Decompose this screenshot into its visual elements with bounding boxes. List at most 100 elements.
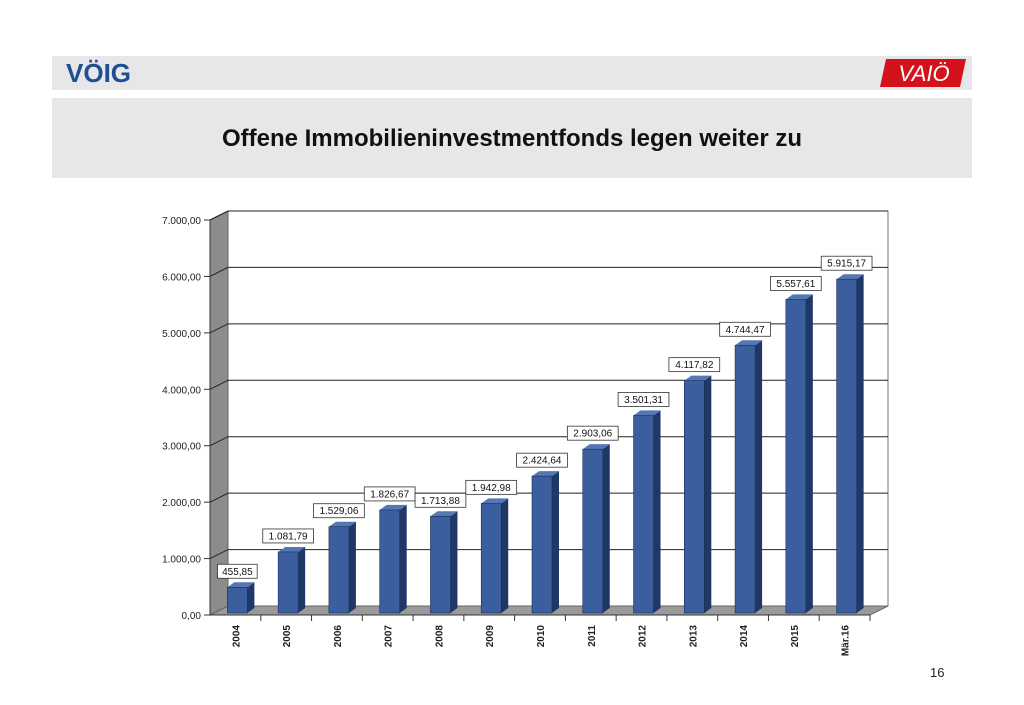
bar-side <box>856 274 864 613</box>
vaioe-logo: VAIÖ <box>880 59 966 87</box>
bar <box>785 294 813 614</box>
gridline <box>209 436 888 447</box>
bar-front <box>582 448 604 614</box>
bar-front <box>379 509 400 614</box>
bar-top <box>278 546 306 552</box>
data-label: 2.903,06 <box>566 425 619 441</box>
data-label-text: 5.557,61 <box>776 279 815 290</box>
bar-front <box>430 515 451 614</box>
bar-front <box>633 415 654 614</box>
bar-front <box>227 586 248 614</box>
bar-side <box>704 375 712 613</box>
bar-top <box>684 375 712 381</box>
bar <box>734 340 763 614</box>
bar-side <box>450 511 458 613</box>
gridline <box>209 492 888 503</box>
data-label-box <box>566 425 619 441</box>
y-tick-label: 2.000,00 <box>162 498 201 509</box>
data-label-text: 2.424,64 <box>523 456 562 467</box>
bar-top <box>836 274 864 280</box>
bar-top <box>430 511 458 517</box>
bar-front <box>480 503 502 614</box>
bar-top <box>735 340 763 346</box>
data-label-box <box>617 392 670 407</box>
bar-top <box>532 471 559 477</box>
bar <box>531 471 559 614</box>
bar <box>582 444 610 614</box>
data-label: 3.501,31 <box>617 392 670 407</box>
bar-top <box>785 294 813 300</box>
bar-top <box>481 498 509 504</box>
page-number: 16 <box>930 665 945 680</box>
data-label-text: 1.081,79 <box>269 531 308 542</box>
y-tick-label: 7.000,00 <box>162 216 201 227</box>
data-label-text: 4.744,47 <box>726 325 765 336</box>
x-tick-label: 2014 <box>739 625 750 648</box>
data-label: 5.557,61 <box>770 275 822 291</box>
data-label: 1.713,88 <box>414 492 467 508</box>
y-tick-label: 1.000,00 <box>162 555 201 566</box>
data-label: 455,85 <box>217 563 258 579</box>
data-label-box <box>262 528 314 544</box>
bar-side <box>755 340 763 613</box>
data-label-text: 3.501,31 <box>624 395 663 406</box>
data-label: 2.424,64 <box>516 452 568 468</box>
page-title: Offene Immobilieninvestmentfonds legen w… <box>221 125 803 152</box>
y-tick-label: 4.000,00 <box>162 385 201 396</box>
data-label-text: 1.529,06 <box>319 506 358 517</box>
data-label-text: 455,85 <box>222 567 253 578</box>
bar <box>480 498 509 614</box>
x-tick-label: 2004 <box>231 625 242 648</box>
data-label-box <box>313 503 365 519</box>
gridline <box>209 323 888 334</box>
bar-top <box>328 521 356 527</box>
bar-side <box>348 521 356 613</box>
bar-front <box>836 278 857 614</box>
title-band <box>52 98 972 178</box>
bar <box>836 274 864 614</box>
data-label-text: 2.903,06 <box>573 429 612 440</box>
bar <box>227 582 255 614</box>
bar-side <box>653 410 661 613</box>
bar <box>633 410 661 614</box>
bar <box>684 375 712 614</box>
gridline <box>209 379 888 390</box>
bar-side <box>805 294 813 613</box>
bar <box>277 546 306 614</box>
data-label: 4.117,82 <box>668 357 721 373</box>
bar-side <box>399 504 407 613</box>
x-tick-label: 2006 <box>333 625 344 648</box>
x-tick-label: 2012 <box>638 625 649 648</box>
gridline <box>209 210 888 221</box>
data-label-box <box>719 321 771 337</box>
data-label-text: 5.915,17 <box>827 259 866 270</box>
bar-top <box>379 504 407 510</box>
x-tick-label: 2011 <box>587 625 598 647</box>
data-label-text: 1.826,67 <box>370 489 409 500</box>
x-tick-label: 2013 <box>688 625 699 648</box>
data-label-box <box>820 255 873 271</box>
data-label: 1.826,67 <box>363 486 416 502</box>
bar-front <box>785 299 807 614</box>
x-tick-label: 2010 <box>536 625 547 648</box>
data-label: 4.744,47 <box>719 321 771 337</box>
y-tick-label: 0,00 <box>182 611 202 622</box>
y-tick-label: 6.000,00 <box>162 272 201 283</box>
bar-front <box>684 380 705 614</box>
data-label-box <box>770 275 822 291</box>
x-tick-label: 2015 <box>790 625 801 648</box>
bar-side <box>602 444 610 613</box>
bar-side <box>552 471 559 613</box>
bar <box>328 521 356 614</box>
bar-front <box>734 344 756 614</box>
data-label-text: 1.713,88 <box>421 496 460 507</box>
gridline <box>209 266 888 277</box>
x-tick-label: 2007 <box>384 625 395 648</box>
data-label: 5.915,17 <box>820 255 873 271</box>
x-tick-label: 2005 <box>282 625 293 648</box>
data-label: 1.081,79 <box>262 528 314 544</box>
voeig-logo: VÖIG <box>66 58 132 88</box>
bar-side <box>247 582 255 613</box>
bar-front <box>277 551 299 614</box>
vaioe-logo-background <box>880 59 966 87</box>
